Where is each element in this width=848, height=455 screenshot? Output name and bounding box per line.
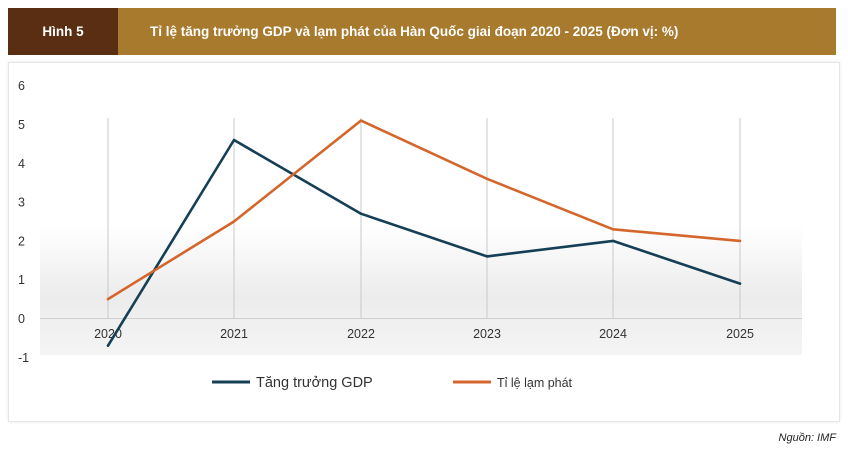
data-point bbox=[232, 138, 236, 142]
y-tick-label: 2 bbox=[18, 234, 25, 248]
y-tick-label: 4 bbox=[18, 157, 25, 171]
figure-title: Tỉ lệ tăng trưởng GDP và lạm phát của Hà… bbox=[150, 24, 679, 39]
y-tick-label: 5 bbox=[18, 118, 25, 132]
x-tick-label: 2025 bbox=[726, 327, 754, 341]
series-line-1 bbox=[106, 119, 742, 301]
data-point bbox=[106, 297, 110, 301]
data-point bbox=[485, 255, 489, 258]
figure-label: Hình 5 bbox=[8, 8, 118, 55]
data-point bbox=[485, 177, 489, 180]
y-tick-label: -1 bbox=[18, 351, 29, 365]
plot-background-band bbox=[40, 225, 802, 355]
series-line-0 bbox=[106, 138, 742, 348]
data-point bbox=[232, 220, 236, 223]
data-point bbox=[106, 344, 110, 347]
y-tick-label: 3 bbox=[18, 196, 25, 210]
x-tick-label: 2021 bbox=[220, 327, 248, 341]
data-point bbox=[359, 212, 363, 215]
data-point bbox=[611, 228, 615, 231]
data-point bbox=[738, 282, 742, 285]
data-point bbox=[611, 239, 615, 243]
x-tick-label: 2023 bbox=[473, 327, 501, 341]
y-tick-label: 6 bbox=[18, 79, 25, 93]
y-tick-label: 0 bbox=[18, 312, 25, 326]
source-note: Nguồn: IMF bbox=[778, 432, 836, 444]
x-tick-label: 2024 bbox=[599, 327, 627, 341]
legend-label: Tỉ lệ lạm phát bbox=[497, 376, 573, 390]
y-tick-label: 1 bbox=[18, 273, 25, 287]
legend-label: Tăng trưởng GDP bbox=[256, 375, 373, 391]
data-point bbox=[359, 119, 363, 122]
x-tick-label: 2022 bbox=[347, 327, 375, 341]
figure-header: Hình 5 Tỉ lệ tăng trưởng GDP và lạm phát… bbox=[8, 8, 836, 55]
data-point bbox=[738, 239, 742, 243]
x-tick-label: 2020 bbox=[94, 327, 122, 341]
